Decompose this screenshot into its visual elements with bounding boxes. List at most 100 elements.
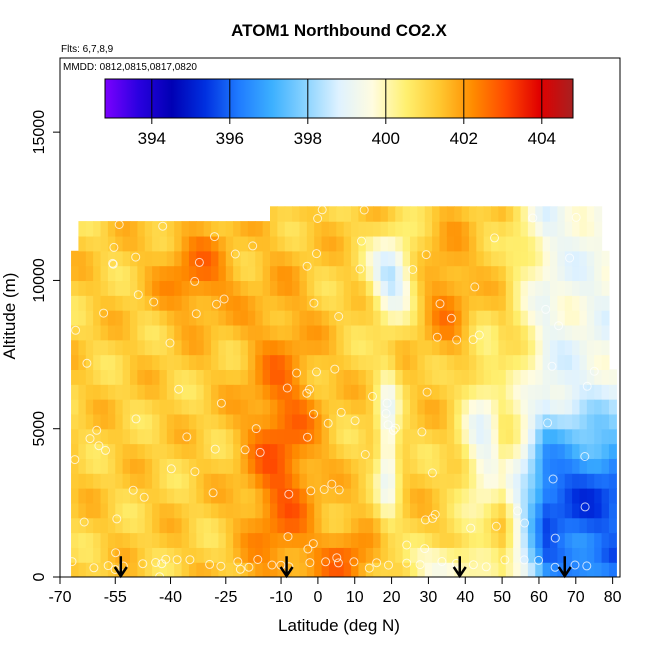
heatmap-cell xyxy=(564,265,573,282)
heatmap-cell xyxy=(107,221,116,237)
heatmap-cell xyxy=(247,369,256,385)
heatmap-cell xyxy=(292,324,301,341)
heatmap-cell xyxy=(211,488,220,504)
observation-point xyxy=(468,560,478,570)
heatmap-cell xyxy=(395,399,404,415)
heatmap-cell xyxy=(498,250,507,267)
heatmap-cell xyxy=(476,310,485,326)
heatmap-cell xyxy=(594,413,603,430)
heatmap-cell xyxy=(174,310,183,326)
heatmap-cell xyxy=(196,532,205,548)
heatmap-cell xyxy=(513,235,522,252)
heatmap-cell xyxy=(498,235,507,252)
heatmap-cell xyxy=(439,443,448,459)
heatmap-cell xyxy=(188,354,197,370)
heatmap-cell xyxy=(579,443,588,459)
heatmap-cell xyxy=(343,458,352,474)
heatmap-cell xyxy=(557,250,566,267)
heatmap-cell xyxy=(336,280,345,296)
heatmap-cell xyxy=(402,458,411,474)
heatmap-cell xyxy=(85,488,94,504)
heatmap-cell xyxy=(417,265,426,282)
heatmap-cell xyxy=(225,443,234,459)
observation-point xyxy=(79,517,89,527)
heatmap-cell xyxy=(535,413,544,430)
heatmap-cell xyxy=(306,354,315,370)
heatmap-cell xyxy=(594,502,603,519)
heatmap-cell xyxy=(594,532,603,548)
heatmap-cell xyxy=(387,413,396,430)
heatmap-cell xyxy=(211,517,220,534)
heatmap-cell xyxy=(601,339,610,356)
heatmap-cell xyxy=(299,473,308,489)
heatmap-cell xyxy=(505,206,514,222)
heatmap-cell xyxy=(505,250,514,267)
heatmap-cell xyxy=(550,488,558,504)
observation-point xyxy=(382,398,392,408)
heatmap-cell xyxy=(166,354,175,370)
heatmap-cell xyxy=(247,413,256,430)
heatmap-cell xyxy=(601,413,610,430)
heatmap-cell xyxy=(255,547,264,563)
observation-point xyxy=(330,364,340,374)
heatmap-cell xyxy=(513,488,522,504)
heatmap-cell xyxy=(402,206,411,222)
heatmap-cell xyxy=(321,310,330,326)
heatmap-cell xyxy=(100,310,109,326)
heatmap-cell xyxy=(586,369,595,385)
heatmap-cell xyxy=(387,384,396,400)
heatmap-cell xyxy=(181,235,190,252)
heatmap-cell xyxy=(351,206,360,222)
heatmap-cell xyxy=(181,399,190,415)
heatmap-cell xyxy=(181,443,190,459)
heatmap-cell xyxy=(527,428,536,445)
heatmap-cell xyxy=(262,369,271,385)
heatmap-cell xyxy=(152,235,161,252)
heatmap-cell xyxy=(468,265,477,282)
heatmap-cell xyxy=(314,458,323,474)
heatmap-cell xyxy=(211,443,220,459)
heatmap-cell xyxy=(373,206,382,222)
heatmap-cell xyxy=(100,517,109,534)
heatmap-cell xyxy=(513,547,522,563)
heatmap-cell xyxy=(85,369,94,385)
heatmap-cell xyxy=(550,221,558,237)
heatmap-cell xyxy=(203,310,212,326)
heatmap-cell xyxy=(527,354,536,370)
heatmap-cell xyxy=(115,428,124,445)
heatmap-cell xyxy=(476,532,485,548)
heatmap-cell xyxy=(115,502,124,519)
heatmap-cell xyxy=(402,502,411,519)
heatmap-cell xyxy=(424,384,433,400)
heatmap-cell xyxy=(100,443,109,459)
heatmap-cell xyxy=(491,221,500,237)
heatmap-cell xyxy=(218,384,227,400)
heatmap-cell xyxy=(233,488,242,504)
heatmap-cell xyxy=(572,250,581,267)
heatmap-cell xyxy=(365,354,374,370)
heatmap-cell xyxy=(380,206,389,222)
heatmap-cell xyxy=(196,295,205,311)
heatmap-cell xyxy=(277,428,286,445)
heatmap-cell xyxy=(130,369,138,385)
heatmap-cell xyxy=(262,413,271,430)
heatmap-cell xyxy=(107,280,116,296)
observation-point xyxy=(446,313,456,323)
heatmap-cell xyxy=(410,250,418,267)
heatmap-cell xyxy=(115,369,124,385)
x-tick-label: -25 xyxy=(214,589,237,606)
heatmap-cell xyxy=(410,206,418,222)
heatmap-cell xyxy=(483,502,492,519)
heatmap-cell xyxy=(410,369,418,385)
heatmap-cell xyxy=(491,488,500,504)
heatmap-cell xyxy=(85,399,94,415)
heatmap-cell xyxy=(159,413,168,430)
heatmap-cell xyxy=(410,324,418,341)
heatmap-cell xyxy=(564,517,573,534)
heatmap-cell xyxy=(284,443,293,459)
heatmap-cell xyxy=(166,488,175,504)
heatmap-cell xyxy=(520,235,529,252)
heatmap-cell xyxy=(233,413,242,430)
heatmap-cell xyxy=(491,443,500,459)
heatmap-cell xyxy=(343,354,352,370)
